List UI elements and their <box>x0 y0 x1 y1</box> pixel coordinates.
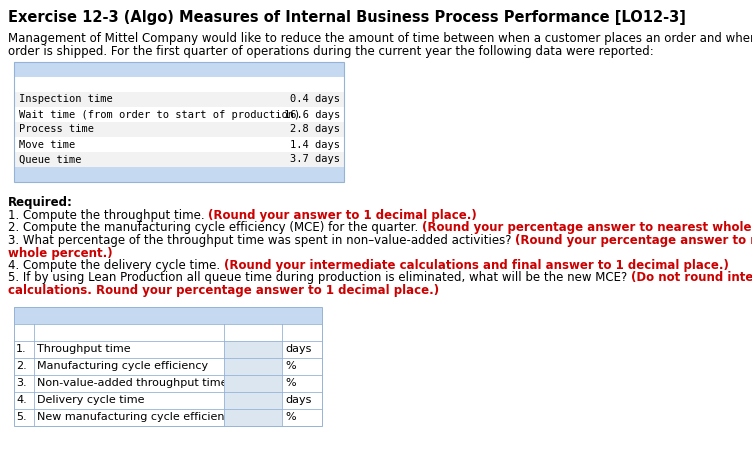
Text: (Round your intermediate calculations and final answer to 1 decimal place.): (Round your intermediate calculations an… <box>224 259 729 272</box>
Text: Delivery cycle time: Delivery cycle time <box>37 395 144 405</box>
Text: Non-value-added throughput time: Non-value-added throughput time <box>37 378 228 388</box>
Text: (Round your percentage answer to nearest whole percent.): (Round your percentage answer to nearest… <box>422 222 752 234</box>
Text: 1.4 days: 1.4 days <box>290 139 340 149</box>
Text: 2.: 2. <box>16 361 27 371</box>
Bar <box>14 307 322 425</box>
Text: (Round your percentage answer to nearest: (Round your percentage answer to nearest <box>515 234 752 247</box>
Text: 1. Compute the throughput time.: 1. Compute the throughput time. <box>8 209 208 222</box>
Bar <box>14 152 344 167</box>
Text: Exercise 12-3 (Algo) Measures of Internal Business Process Performance [LO12-3]: Exercise 12-3 (Algo) Measures of Interna… <box>8 10 686 25</box>
Text: 5.: 5. <box>16 412 26 422</box>
Text: Inspection time: Inspection time <box>19 95 113 105</box>
Bar <box>224 357 282 374</box>
Text: %: % <box>285 378 296 388</box>
Bar <box>224 374 282 392</box>
Bar <box>14 340 322 357</box>
Text: Management of Mittel Company would like to reduce the amount of time between whe: Management of Mittel Company would like … <box>8 32 752 45</box>
Text: order is shipped. For the first quarter of operations during the current year th: order is shipped. For the first quarter … <box>8 45 653 58</box>
Text: Throughput time: Throughput time <box>37 344 131 354</box>
Bar <box>14 167 344 182</box>
Bar <box>14 392 322 409</box>
Text: 0.4 days: 0.4 days <box>290 95 340 105</box>
Bar <box>14 107 344 122</box>
Text: 3.7 days: 3.7 days <box>290 154 340 165</box>
Text: 2. Compute the manufacturing cycle efficiency (MCE) for the quarter.: 2. Compute the manufacturing cycle effic… <box>8 222 422 234</box>
Text: 2.8 days: 2.8 days <box>290 124 340 134</box>
Text: (Round your answer to 1 decimal place.): (Round your answer to 1 decimal place.) <box>208 209 477 222</box>
Text: 16.6 days: 16.6 days <box>284 110 340 119</box>
Text: 4. Compute the delivery cycle time.: 4. Compute the delivery cycle time. <box>8 259 224 272</box>
Text: Wait time (from order to start of production): Wait time (from order to start of produc… <box>19 110 300 119</box>
Text: %: % <box>285 361 296 371</box>
Text: 3. What percentage of the throughput time was spent in non–value-added activitie: 3. What percentage of the throughput tim… <box>8 234 515 247</box>
Text: 4.: 4. <box>16 395 27 405</box>
Text: Process time: Process time <box>19 124 94 134</box>
Bar <box>224 409 282 425</box>
Bar <box>14 62 344 182</box>
Text: days: days <box>285 344 311 354</box>
Bar <box>224 392 282 409</box>
Bar <box>14 357 322 374</box>
Text: Queue time: Queue time <box>19 154 81 165</box>
Text: 1.: 1. <box>16 344 26 354</box>
Bar <box>14 137 344 152</box>
Text: days: days <box>285 395 311 405</box>
Text: calculations. Round your percentage answer to 1 decimal place.): calculations. Round your percentage answ… <box>8 284 439 297</box>
Bar <box>14 374 322 392</box>
Text: Required:: Required: <box>8 196 73 209</box>
Bar <box>14 307 322 324</box>
Text: whole percent.): whole percent.) <box>8 246 113 260</box>
Bar <box>14 122 344 137</box>
Bar <box>224 340 282 357</box>
Bar <box>14 409 322 425</box>
Text: 5. If by using Lean Production all queue time during production is eliminated, w: 5. If by using Lean Production all queue… <box>8 271 631 285</box>
Text: (Do not round intermediate: (Do not round intermediate <box>631 271 752 285</box>
Bar <box>14 92 344 107</box>
Text: %: % <box>285 412 296 422</box>
Text: 3.: 3. <box>16 378 26 388</box>
Bar <box>14 62 344 77</box>
Text: New manufacturing cycle efficiency: New manufacturing cycle efficiency <box>37 412 237 422</box>
Text: Manufacturing cycle efficiency: Manufacturing cycle efficiency <box>37 361 208 371</box>
Text: Move time: Move time <box>19 139 75 149</box>
